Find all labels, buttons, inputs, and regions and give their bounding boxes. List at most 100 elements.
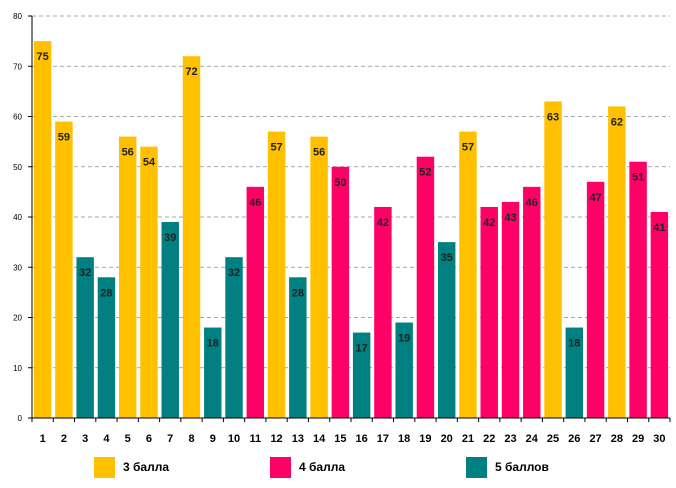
bar-29 <box>629 161 647 418</box>
x-tick-label: 27 <box>589 433 601 445</box>
legend-swatch-5 <box>466 456 487 478</box>
x-tick-label: 18 <box>398 433 410 445</box>
x-tick-label: 22 <box>483 433 495 445</box>
bar-24 <box>523 186 541 418</box>
data-label: 19 <box>398 333 410 345</box>
data-label: 75 <box>37 51 49 63</box>
data-label: 63 <box>547 111 559 123</box>
data-label: 42 <box>483 217 495 229</box>
legend-label-5: 5 баллов <box>495 460 549 474</box>
bar-25 <box>544 101 562 419</box>
bar-9 <box>204 327 222 418</box>
bar-10 <box>225 257 243 418</box>
data-label: 56 <box>313 147 325 159</box>
bar-7 <box>161 222 179 418</box>
x-tick-label: 14 <box>313 433 326 445</box>
bar-4 <box>97 277 116 418</box>
bar-11 <box>246 186 265 418</box>
data-label: 56 <box>122 147 134 159</box>
data-label: 57 <box>462 142 474 154</box>
y-tick-label: 30 <box>13 263 22 272</box>
x-tick-label: 25 <box>547 433 559 445</box>
y-tick-label: 80 <box>13 12 22 21</box>
bar-27 <box>586 181 605 418</box>
legend-item-3: 3 балла <box>94 456 169 478</box>
x-tick-label: 12 <box>270 433 282 445</box>
bar-26 <box>565 327 584 418</box>
y-tick-label: 70 <box>13 62 22 71</box>
y-tick-label: 20 <box>13 314 22 323</box>
x-tick-label: 5 <box>125 433 131 445</box>
data-label: 39 <box>164 232 176 244</box>
legend-item-4: 4 балла <box>270 456 345 478</box>
x-tick-label: 29 <box>632 433 644 445</box>
axes <box>28 15 671 422</box>
bar-17 <box>374 206 392 418</box>
data-label: 62 <box>611 116 623 128</box>
x-tick-label: 21 <box>462 433 474 445</box>
data-label: 51 <box>632 172 644 184</box>
bar-3 <box>76 257 94 418</box>
data-label: 72 <box>185 66 197 78</box>
y-tick-label: 10 <box>13 364 22 373</box>
bar-30 <box>650 211 669 418</box>
data-label: 47 <box>589 192 601 204</box>
legend-swatch-4 <box>270 456 291 478</box>
x-tick-label: 16 <box>356 433 368 445</box>
data-label: 46 <box>526 197 538 209</box>
x-tick-label: 20 <box>441 433 453 445</box>
x-tick-label: 2 <box>61 433 67 445</box>
bar-15 <box>331 166 350 418</box>
x-tick-label: 30 <box>653 433 665 445</box>
x-tick-label: 11 <box>249 433 261 445</box>
x-tick-label: 28 <box>611 433 623 445</box>
x-tick-label: 7 <box>167 433 173 445</box>
bar-13 <box>289 277 307 418</box>
y-tick-label: 0 <box>18 414 23 423</box>
data-label: 35 <box>441 252 453 264</box>
bar-1 <box>33 41 52 418</box>
x-tick-label: 1 <box>40 433 46 445</box>
x-tick-label: 19 <box>419 433 431 445</box>
data-label: 32 <box>228 267 240 279</box>
legend-label-4: 4 балла <box>299 460 346 474</box>
data-label: 41 <box>653 222 665 234</box>
bar-8 <box>182 56 201 418</box>
data-label: 32 <box>79 267 91 279</box>
y-tick-label: 60 <box>13 113 22 122</box>
bar-5 <box>118 136 137 418</box>
bars <box>33 41 669 419</box>
data-labels: 75 59 32 28 56 54 39 72 18 32 46 57 28 56 50 17 42 19 52 35… <box>37 51 666 354</box>
data-label: 59 <box>58 132 70 144</box>
data-label: 28 <box>292 287 304 299</box>
bar-14 <box>310 136 328 418</box>
bar-18 <box>395 322 413 418</box>
bar-19 <box>416 156 435 418</box>
data-label: 50 <box>334 177 346 189</box>
x-axis-ticks: 1 2 3 4 5 6 7 8 9 10 11 12 13 14 15 16 17 18 19 20 21 22 23 24 2… <box>40 433 666 445</box>
x-tick-label: 24 <box>526 433 539 445</box>
x-tick-label: 17 <box>377 433 389 445</box>
bar-16 <box>352 332 371 418</box>
legend-label-3: 3 балла <box>123 460 170 474</box>
bar-22 <box>480 206 498 418</box>
data-label: 46 <box>249 197 261 209</box>
x-tick-label: 10 <box>228 433 240 445</box>
x-tick-label: 3 <box>82 433 88 445</box>
x-tick-label: 4 <box>103 433 110 445</box>
y-tick-label: 50 <box>13 163 22 172</box>
bar-20 <box>437 242 456 418</box>
x-tick-label: 15 <box>334 433 346 445</box>
x-tick-label: 23 <box>504 433 516 445</box>
data-label: 28 <box>100 287 112 299</box>
data-label: 54 <box>143 157 156 169</box>
y-axis-ticks: 0 10 20 30 40 50 60 70 80 <box>13 12 22 423</box>
bar-23 <box>501 201 520 418</box>
x-tick-label: 26 <box>568 433 580 445</box>
x-tick-label: 9 <box>210 433 216 445</box>
data-label: 57 <box>270 142 282 154</box>
data-label: 18 <box>207 338 219 350</box>
data-label: 18 <box>568 338 580 350</box>
grid-lines <box>32 15 670 369</box>
